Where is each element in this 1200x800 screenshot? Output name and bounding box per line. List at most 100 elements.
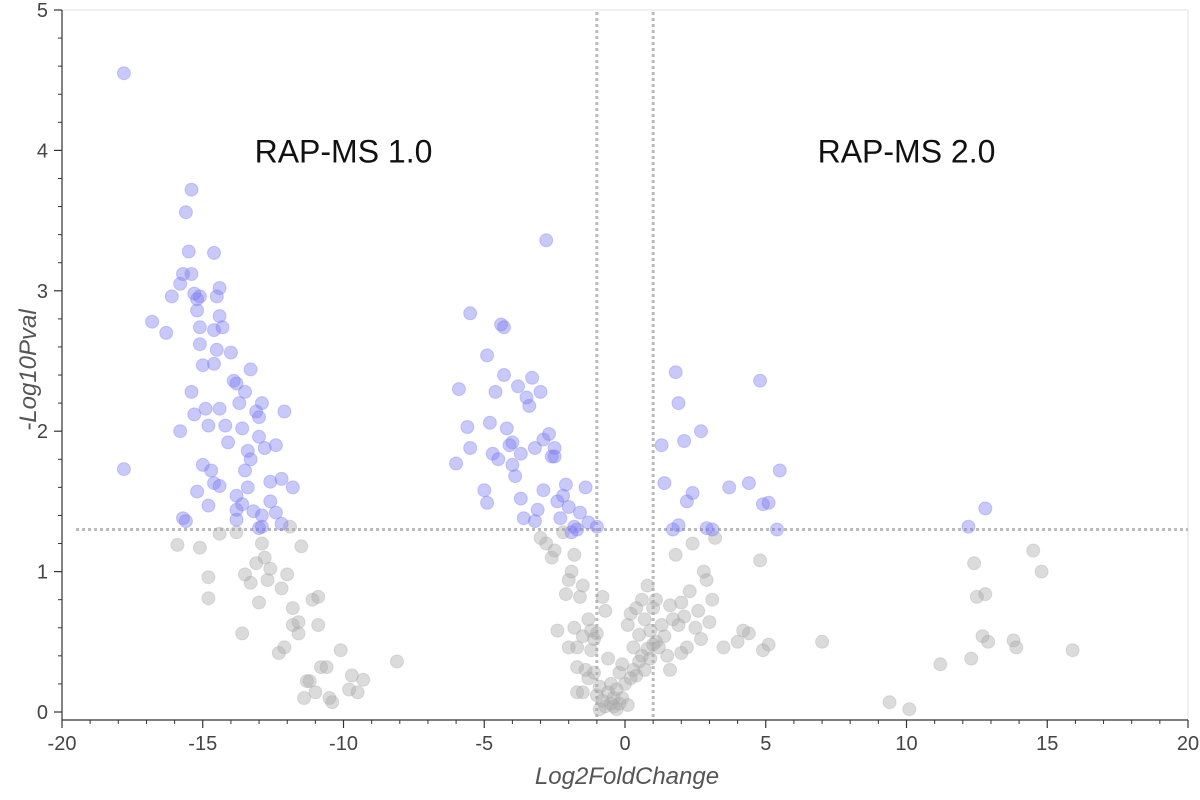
data-point [685,486,700,500]
data-point [252,410,266,425]
data-point [547,449,562,464]
data-point [305,592,320,607]
data-point [741,626,756,641]
data-point [145,314,160,329]
data-point [1009,640,1024,655]
x-tick-label: -5 [475,733,493,755]
y-tick-label: 4 [37,140,48,162]
data-point [212,526,227,541]
data-point [240,480,255,495]
data-point [539,536,554,551]
data-point [268,505,283,520]
data-point [285,480,300,495]
data-point [699,521,714,536]
data-point [243,575,258,590]
data-point [277,640,292,655]
data-point [249,404,264,419]
y-tick-label: 5 [37,0,48,22]
data-point [696,564,711,579]
data-point [663,662,677,677]
data-point [494,317,509,332]
data-point [257,550,272,565]
data-point [499,421,514,436]
data-point [643,651,658,666]
data-point [229,376,244,391]
data-point [685,536,700,551]
data-point [629,601,644,616]
data-point [601,651,616,666]
data-point [274,516,289,531]
data-point [463,306,478,321]
data-point [581,515,596,530]
data-point [674,646,689,660]
data-point [598,699,613,714]
data-point [527,514,542,529]
data-point [268,438,283,453]
data-point [198,401,213,416]
data-point [933,657,948,672]
data-point [589,519,604,534]
data-point [192,289,207,304]
data-point [964,651,979,666]
data-point [651,640,666,655]
data-point [550,623,565,638]
y-tick-label: 3 [37,281,48,303]
data-point [694,424,708,439]
data-point [649,592,663,607]
data-point [232,396,247,411]
data-point [333,643,348,658]
data-point [632,654,647,669]
data-point [649,634,663,649]
data-point [263,494,278,509]
data-point [637,662,652,677]
data-point [620,698,635,712]
data-point [691,603,706,618]
data-point [1026,543,1041,558]
data-point [215,320,230,335]
data-point [201,591,216,606]
data-point [519,390,534,405]
data-point [578,662,593,677]
annotation-label: RAP-MS 1.0 [255,133,433,169]
data-point [679,494,694,509]
data-point [285,601,300,616]
data-point [643,623,658,638]
data-point [207,356,221,371]
data-point [252,521,266,536]
data-point [505,435,520,450]
data-point [314,660,328,675]
data-point [311,589,326,604]
data-point [556,525,571,540]
data-point [556,488,571,503]
data-point [513,491,528,506]
data-point [263,474,278,489]
data-point [263,561,278,576]
data-point [178,514,193,529]
data-point [525,370,540,385]
data-point [497,320,511,335]
data-point [705,592,720,607]
data-point [716,640,731,655]
data-point [603,676,618,691]
data-point [252,429,266,444]
data-point [618,676,632,691]
data-point [229,525,244,540]
data-point [708,530,723,545]
data-point [592,679,607,694]
data-point [626,662,641,677]
data-point [271,646,286,660]
data-point [688,620,703,635]
data-point [502,438,517,453]
data-point [260,573,275,587]
data-point [561,573,576,587]
data-point [663,598,677,613]
data-point [201,570,216,585]
data-point [561,640,576,655]
data-point [291,626,306,641]
data-point [753,553,768,568]
data-point [218,418,233,433]
data-point [584,623,599,638]
data-point [513,446,528,461]
data-point [170,537,185,552]
